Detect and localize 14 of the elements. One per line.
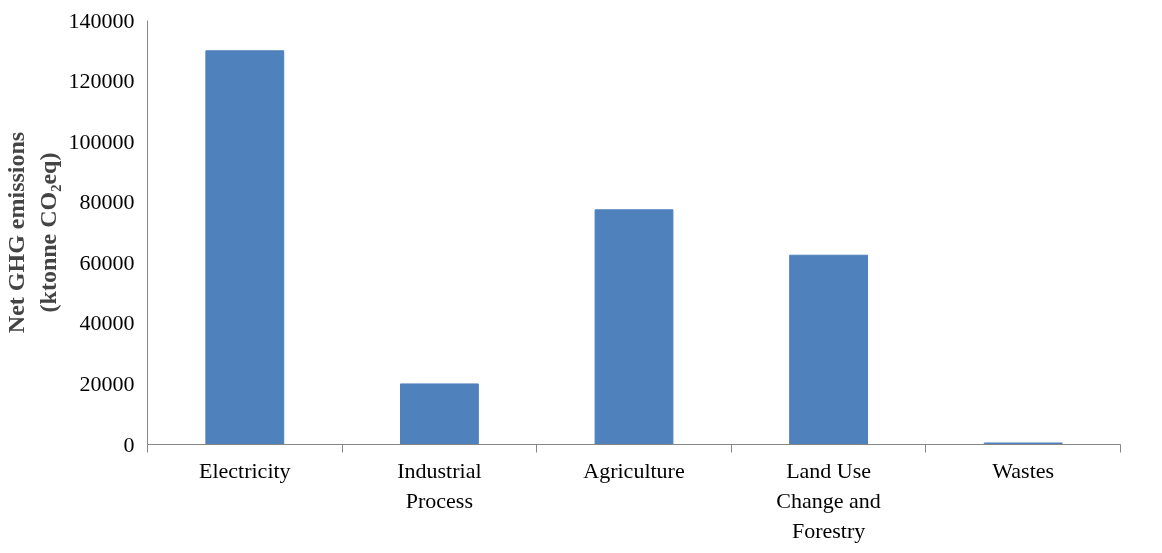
y-axis-title: Net GHG emissions (ktonne CO₂eq)	[3, 131, 61, 334]
y-tick-label: 20000	[79, 370, 135, 396]
x-tick-label: Wastes	[992, 457, 1055, 483]
y-tick-label: 140000	[68, 7, 135, 33]
y-tick-label: 60000	[79, 249, 135, 275]
y-tick-label: 0	[123, 431, 135, 457]
x-tick-label: Electricity	[198, 457, 291, 483]
x-tick-label: Land Use Change and Forestry	[776, 457, 881, 543]
y-tick-label: 80000	[79, 189, 135, 215]
y-tick-label: 120000	[68, 68, 135, 94]
y-tick-label: 100000	[68, 128, 135, 154]
x-tick-label: Agriculture	[583, 457, 685, 483]
x-tick-label: Industrial Process	[397, 457, 482, 513]
y-tick-label: 40000	[79, 310, 135, 336]
